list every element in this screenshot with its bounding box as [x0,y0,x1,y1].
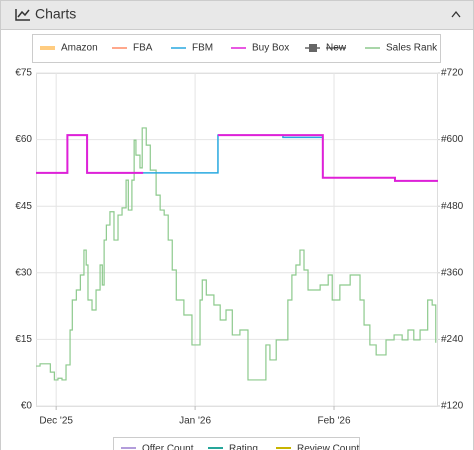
y2-tick-label: #120 [441,401,464,412]
legend-marker[interactable] [309,44,317,52]
legend-label[interactable]: Rating [229,444,258,450]
y-tick-label: €60 [15,134,32,145]
x-tick-label: Feb '26 [318,416,351,427]
legend-label[interactable]: Buy Box [252,43,289,54]
y2-tick-label: #480 [441,201,464,212]
legend-label[interactable]: Sales Rank [386,43,438,54]
x-tick-label: Dec '25 [39,416,73,427]
legend-secondary [113,437,360,450]
y2-tick-label: #600 [441,134,464,145]
y2-tick-label: #720 [441,68,464,79]
y2-tick-label: #240 [441,334,464,345]
x-tick-label: Jan '26 [179,416,211,427]
series-line [36,127,437,381]
y-tick-label: €15 [15,334,32,345]
y2-tick-label: #360 [441,267,464,278]
panel-title: Charts [35,6,76,22]
plot-area [36,73,438,407]
legend-label[interactable]: New [326,43,347,54]
y-tick-label: €0 [21,401,33,412]
collapse-caret[interactable] [451,10,461,18]
chart-icon [15,9,30,21]
y-tick-label: €75 [15,68,32,79]
legend-label[interactable]: FBA [133,43,153,54]
legend-label[interactable]: Amazon [61,43,98,54]
legend-label[interactable]: FBM [192,43,213,54]
legend-label[interactable]: Review Count [297,444,359,450]
y-tick-label: €30 [15,267,32,278]
series-line [36,134,438,182]
panel-header[interactable] [0,0,474,30]
legend-label[interactable]: Offer Count [142,444,194,450]
y-tick-label: €45 [15,201,32,212]
